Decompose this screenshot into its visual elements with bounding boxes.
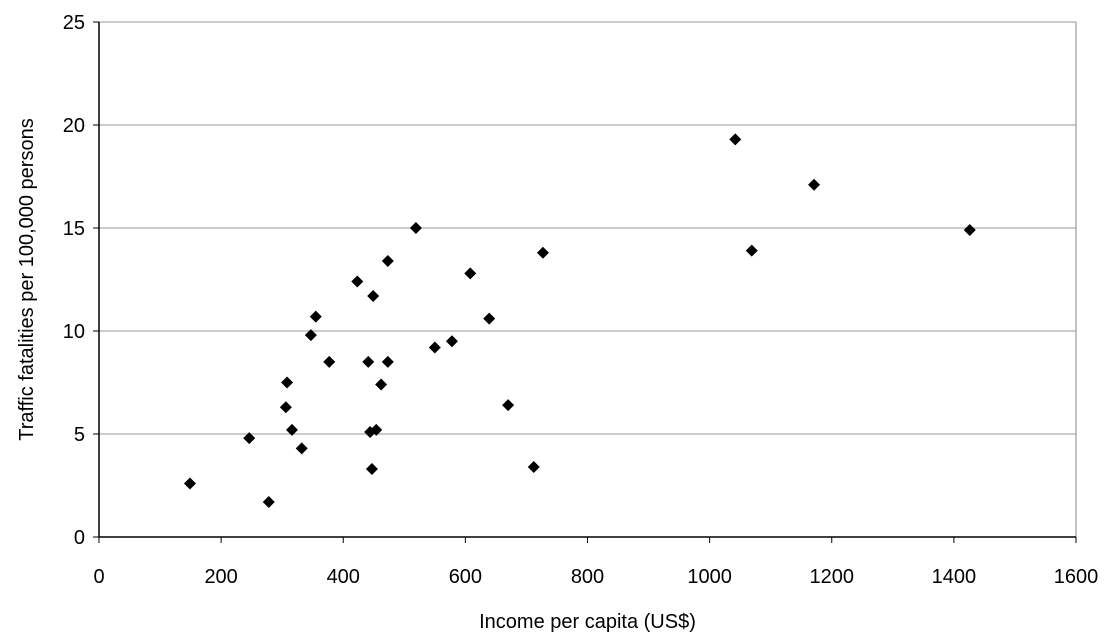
point [808, 178, 821, 191]
point [729, 133, 742, 146]
y-tick-label: 20 [63, 115, 85, 137]
point [536, 246, 549, 259]
point [428, 341, 441, 354]
y-tick-label: 15 [63, 218, 85, 240]
point [370, 423, 383, 436]
x-axis-label: Income per capita (US$) [479, 611, 696, 633]
point [262, 495, 275, 508]
point [323, 355, 336, 368]
y-tick-label: 5 [74, 424, 85, 446]
point [304, 329, 317, 342]
point [527, 460, 540, 473]
point [963, 224, 976, 237]
point [464, 267, 477, 280]
point [183, 477, 196, 490]
point [279, 401, 292, 414]
point [381, 355, 394, 368]
y-tick-label: 0 [74, 527, 85, 549]
point [409, 222, 422, 234]
x-tick-label: 1600 [1054, 566, 1099, 588]
point [281, 376, 294, 389]
point [365, 463, 378, 476]
point [381, 254, 394, 267]
x-tick-label: 0 [93, 566, 104, 588]
point [367, 289, 380, 302]
x-tick-label: 200 [204, 566, 237, 588]
y-axis-label: Traffic fatalities per 100,000 persons [16, 118, 38, 440]
x-tick-label: 800 [571, 566, 604, 588]
point [362, 355, 375, 368]
point [745, 244, 758, 257]
point [285, 423, 298, 436]
point [351, 275, 364, 288]
point [375, 378, 388, 391]
point [445, 335, 458, 348]
y-tick-label: 25 [63, 12, 85, 34]
point [502, 399, 515, 412]
x-tick-label: 600 [449, 566, 482, 588]
point [483, 312, 496, 325]
x-tick-label: 1200 [810, 566, 855, 588]
point [309, 310, 322, 323]
x-tick-label: 400 [327, 566, 360, 588]
x-tick-label: 1400 [932, 566, 977, 588]
point [295, 442, 308, 455]
point [243, 432, 256, 445]
y-tick-label: 10 [63, 321, 85, 343]
x-tick-label: 1000 [687, 566, 732, 588]
